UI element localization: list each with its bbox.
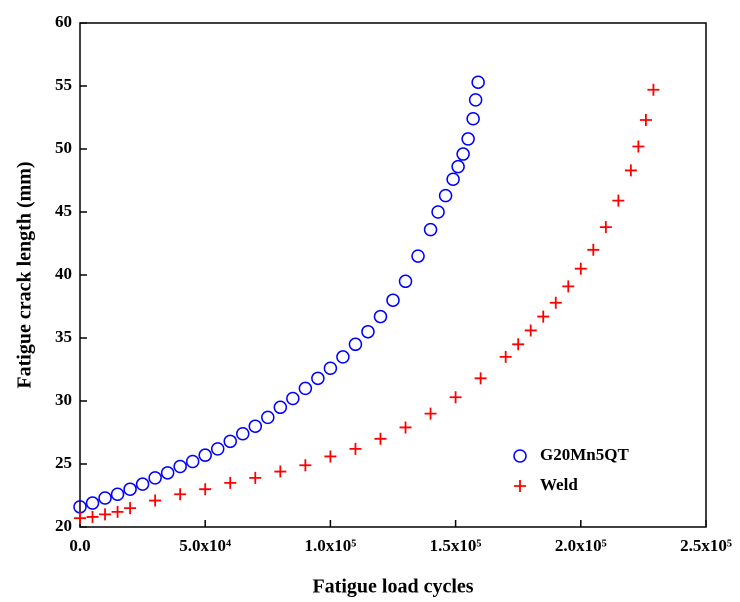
data-point — [249, 471, 262, 484]
data-point — [348, 337, 363, 352]
data-point — [624, 164, 637, 177]
data-point — [612, 194, 625, 207]
x-tick-label: 1.0x10⁵ — [304, 536, 356, 555]
data-point — [438, 188, 453, 203]
data-point — [85, 496, 100, 510]
x-tick-label: 2.5x10⁵ — [680, 536, 732, 555]
data-point — [336, 350, 350, 364]
data-point — [423, 222, 438, 237]
data-point — [386, 293, 400, 307]
data-point — [223, 434, 237, 449]
y-tick-label: 60 — [55, 12, 72, 31]
data-point — [562, 280, 575, 293]
data-point — [224, 476, 237, 489]
data-point — [323, 361, 338, 375]
y-tick-label: 40 — [55, 264, 72, 283]
y-tick-label: 20 — [55, 516, 72, 535]
data-point — [98, 491, 112, 505]
data-point — [135, 477, 150, 491]
data-point — [587, 243, 600, 256]
data-point — [647, 83, 660, 96]
data-point — [324, 450, 337, 463]
data-point — [474, 372, 487, 385]
data-point — [639, 114, 652, 127]
data-point — [174, 488, 187, 501]
data-point — [632, 140, 645, 153]
data-point — [286, 391, 300, 406]
data-point — [124, 502, 137, 515]
x-tick-label: 1.5x10⁵ — [430, 536, 482, 555]
data-point — [261, 410, 275, 425]
legend-label: Weld — [540, 475, 578, 494]
data-point — [111, 505, 124, 518]
x-tick-label: 2.0x10⁵ — [555, 536, 607, 555]
data-point — [398, 274, 413, 289]
data-point — [431, 205, 445, 219]
data-point — [512, 338, 525, 351]
data-point — [349, 442, 362, 455]
data-point — [468, 93, 483, 107]
y-tick-label: 45 — [55, 201, 72, 220]
data-point — [99, 508, 112, 521]
data-point — [537, 310, 550, 323]
data-point — [399, 421, 412, 434]
data-point — [199, 483, 212, 496]
data-point — [499, 350, 512, 363]
data-point — [524, 324, 537, 337]
data-point — [210, 442, 225, 456]
data-point — [160, 466, 175, 480]
y-tick-label: 50 — [55, 138, 72, 157]
data-point — [373, 309, 388, 324]
data-point — [123, 482, 137, 496]
data-point — [248, 419, 263, 433]
data-point — [471, 75, 485, 89]
data-point — [74, 512, 86, 525]
data-point — [574, 262, 587, 275]
data-point — [411, 249, 425, 263]
data-point — [451, 159, 465, 174]
data-point — [424, 407, 437, 420]
data-point — [449, 391, 462, 404]
data-point — [549, 296, 562, 309]
data-point — [599, 221, 612, 234]
legend-marker — [514, 480, 526, 492]
data-point — [149, 494, 162, 507]
y-tick-label: 25 — [55, 453, 72, 472]
legend-marker — [513, 449, 527, 463]
y-tick-label: 35 — [55, 327, 72, 346]
data-point — [173, 459, 187, 474]
data-point — [461, 132, 475, 146]
data-point — [374, 432, 387, 445]
x-tick-label: 0.0 — [69, 536, 90, 555]
data-point — [236, 427, 250, 441]
data-point — [185, 454, 200, 469]
y-tick-label: 55 — [55, 75, 72, 94]
data-point — [148, 471, 162, 485]
data-point — [110, 487, 125, 501]
data-point — [361, 324, 375, 339]
data-point — [273, 400, 288, 415]
data-point — [456, 147, 470, 161]
data-point — [311, 371, 325, 386]
data-point — [274, 465, 287, 478]
data-point — [86, 510, 99, 523]
data-point — [198, 448, 212, 462]
legend-label: G20Mn5QT — [540, 445, 629, 464]
x-tick-label: 5.0x10⁴ — [179, 536, 231, 555]
y-axis-title: Fatigue crack length (mm) — [14, 161, 36, 388]
y-tick-label: 30 — [55, 390, 72, 409]
data-point — [466, 112, 480, 126]
data-point — [446, 172, 460, 186]
data-point — [299, 459, 312, 472]
data-point — [298, 381, 313, 396]
x-axis-title: Fatigue load cycles — [312, 576, 473, 598]
